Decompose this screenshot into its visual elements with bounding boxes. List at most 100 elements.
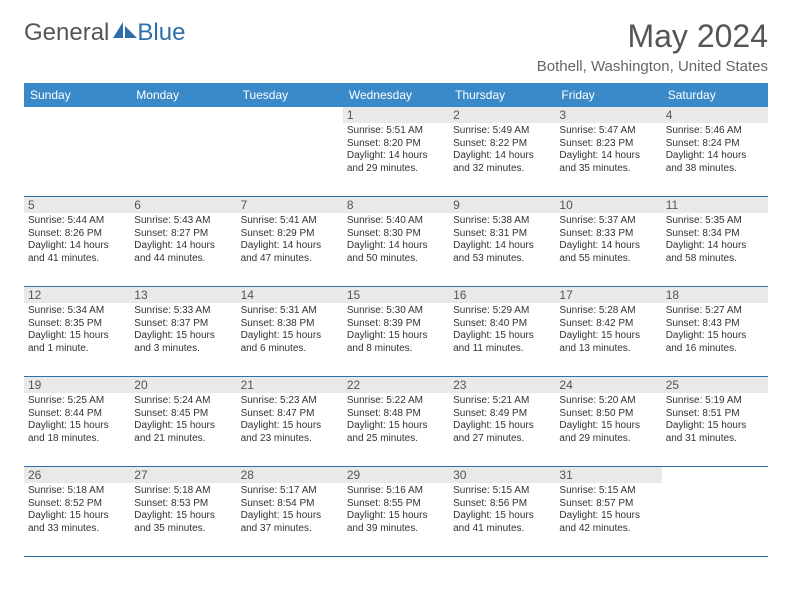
day-details: Sunrise: 5:18 AMSunset: 8:52 PMDaylight:… xyxy=(28,485,126,535)
day-details: Sunrise: 5:20 AMSunset: 8:50 PMDaylight:… xyxy=(559,395,657,445)
day-cell-12: 12Sunrise: 5:34 AMSunset: 8:35 PMDayligh… xyxy=(24,287,130,377)
day-cell-6: 6 Sunrise: 5:43 AMSunset: 8:27 PMDaylight… xyxy=(130,197,236,287)
day-number: 20 xyxy=(130,377,236,393)
day-cell-22: 22 Sunrise: 5:22 AMSunset: 8:48 PMDayligh… xyxy=(343,377,449,467)
day-number: 30 xyxy=(449,467,555,483)
day-details: Sunrise: 5:30 AMSunset: 8:39 PMDaylight:… xyxy=(347,305,445,355)
day-details: Sunrise: 5:21 AMSunset: 8:49 PMDaylight:… xyxy=(453,395,551,445)
week-row: 12Sunrise: 5:34 AMSunset: 8:35 PMDayligh… xyxy=(24,287,768,377)
day-number: 24 xyxy=(555,377,661,393)
day-details: Sunrise: 5:44 AMSunset: 8:26 PMDaylight:… xyxy=(28,215,126,265)
day-cell-13: 13 Sunrise: 5:33 AMSunset: 8:37 PMDayligh… xyxy=(130,287,236,377)
weekday-monday: Monday xyxy=(130,83,236,107)
day-details: Sunrise: 5:23 AMSunset: 8:47 PMDaylight:… xyxy=(241,395,339,445)
day-number: 28 xyxy=(237,467,343,483)
day-details: Sunrise: 5:19 AMSunset: 8:51 PMDaylight:… xyxy=(666,395,764,445)
day-details: Sunrise: 5:43 AMSunset: 8:27 PMDaylight:… xyxy=(134,215,232,265)
day-cell-21: 21 Sunrise: 5:23 AMSunset: 8:47 PMDayligh… xyxy=(237,377,343,467)
page-title: May 2024 xyxy=(537,20,768,52)
day-number: 18 xyxy=(662,287,768,303)
day-cell-17: 17 Sunrise: 5:28 AMSunset: 8:42 PMDayligh… xyxy=(555,287,661,377)
location-text: Bothell, Washington, United States xyxy=(537,58,768,75)
day-number: 4 xyxy=(662,107,768,123)
day-number: 19 xyxy=(24,377,130,393)
day-cell-4: 4 Sunrise: 5:46 AMSunset: 8:24 PMDaylight… xyxy=(662,107,768,197)
day-details: Sunrise: 5:18 AMSunset: 8:53 PMDaylight:… xyxy=(134,485,232,535)
day-number: 1 xyxy=(343,107,449,123)
day-cell-15: 15 Sunrise: 5:30 AMSunset: 8:39 PMDayligh… xyxy=(343,287,449,377)
day-number: 6 xyxy=(130,197,236,213)
day-number: 23 xyxy=(449,377,555,393)
day-number: 25 xyxy=(662,377,768,393)
day-details: Sunrise: 5:49 AMSunset: 8:22 PMDaylight:… xyxy=(453,125,551,175)
day-cell-11: 11Sunrise: 5:35 AMSunset: 8:34 PMDayligh… xyxy=(662,197,768,287)
day-cell-7: 7Sunrise: 5:41 AMSunset: 8:29 PMDaylight… xyxy=(237,197,343,287)
weekday-sunday: Sunday xyxy=(24,83,130,107)
day-cell-3: 3 Sunrise: 5:47 AMSunset: 8:23 PMDaylight… xyxy=(555,107,661,197)
day-details: Sunrise: 5:40 AMSunset: 8:30 PMDaylight:… xyxy=(347,215,445,265)
empty-cell xyxy=(662,467,768,557)
empty-cell xyxy=(130,107,236,197)
logo-text-1: General xyxy=(24,21,109,45)
header-right: May 2024 Bothell, Washington, United Sta… xyxy=(537,20,768,75)
day-number: 8 xyxy=(343,197,449,213)
week-row: 19 Sunrise: 5:25 AMSunset: 8:44 PMDayligh… xyxy=(24,377,768,467)
day-cell-20: 20 Sunrise: 5:24 AMSunset: 8:45 PMDayligh… xyxy=(130,377,236,467)
day-cell-9: 9 Sunrise: 5:38 AMSunset: 8:31 PMDaylight… xyxy=(449,197,555,287)
day-cell-16: 16 Sunrise: 5:29 AMSunset: 8:40 PMDayligh… xyxy=(449,287,555,377)
day-number: 17 xyxy=(555,287,661,303)
day-number: 5 xyxy=(24,197,130,213)
logo-sail-icon xyxy=(113,20,137,45)
day-details: Sunrise: 5:22 AMSunset: 8:48 PMDaylight:… xyxy=(347,395,445,445)
day-number: 26 xyxy=(24,467,130,483)
day-cell-24: 24 Sunrise: 5:20 AMSunset: 8:50 PMDayligh… xyxy=(555,377,661,467)
day-number: 2 xyxy=(449,107,555,123)
day-number: 15 xyxy=(343,287,449,303)
day-number: 21 xyxy=(237,377,343,393)
day-details: Sunrise: 5:47 AMSunset: 8:23 PMDaylight:… xyxy=(559,125,657,175)
day-details: Sunrise: 5:33 AMSunset: 8:37 PMDaylight:… xyxy=(134,305,232,355)
day-cell-29: 29 Sunrise: 5:16 AMSunset: 8:55 PMDayligh… xyxy=(343,467,449,557)
day-details: Sunrise: 5:37 AMSunset: 8:33 PMDaylight:… xyxy=(559,215,657,265)
empty-cell xyxy=(24,107,130,197)
day-cell-25: 25 Sunrise: 5:19 AMSunset: 8:51 PMDayligh… xyxy=(662,377,768,467)
day-number: 9 xyxy=(449,197,555,213)
day-cell-28: 28 Sunrise: 5:17 AMSunset: 8:54 PMDayligh… xyxy=(237,467,343,557)
day-cell-10: 10 Sunrise: 5:37 AMSunset: 8:33 PMDayligh… xyxy=(555,197,661,287)
day-details: Sunrise: 5:46 AMSunset: 8:24 PMDaylight:… xyxy=(666,125,764,175)
week-row: 26 Sunrise: 5:18 AMSunset: 8:52 PMDayligh… xyxy=(24,467,768,557)
day-details: Sunrise: 5:51 AMSunset: 8:20 PMDaylight:… xyxy=(347,125,445,175)
day-details: Sunrise: 5:24 AMSunset: 8:45 PMDaylight:… xyxy=(134,395,232,445)
day-details: Sunrise: 5:35 AMSunset: 8:34 PMDaylight:… xyxy=(666,215,764,265)
weekday-friday: Friday xyxy=(555,83,661,107)
day-details: Sunrise: 5:15 AMSunset: 8:56 PMDaylight:… xyxy=(453,485,551,535)
day-cell-26: 26 Sunrise: 5:18 AMSunset: 8:52 PMDayligh… xyxy=(24,467,130,557)
day-details: Sunrise: 5:28 AMSunset: 8:42 PMDaylight:… xyxy=(559,305,657,355)
weekday-thursday: Thursday xyxy=(449,83,555,107)
weekday-wednesday: Wednesday xyxy=(343,83,449,107)
day-details: Sunrise: 5:41 AMSunset: 8:29 PMDaylight:… xyxy=(241,215,339,265)
day-cell-5: 5 Sunrise: 5:44 AMSunset: 8:26 PMDaylight… xyxy=(24,197,130,287)
day-number: 16 xyxy=(449,287,555,303)
logo: General Blue xyxy=(24,20,185,45)
empty-cell xyxy=(237,107,343,197)
day-details: Sunrise: 5:16 AMSunset: 8:55 PMDaylight:… xyxy=(347,485,445,535)
day-details: Sunrise: 5:38 AMSunset: 8:31 PMDaylight:… xyxy=(453,215,551,265)
day-cell-14: 14Sunrise: 5:31 AMSunset: 8:38 PMDayligh… xyxy=(237,287,343,377)
day-details: Sunrise: 5:34 AMSunset: 8:35 PMDaylight:… xyxy=(28,305,126,355)
day-number: 3 xyxy=(555,107,661,123)
day-details: Sunrise: 5:29 AMSunset: 8:40 PMDaylight:… xyxy=(453,305,551,355)
day-number: 13 xyxy=(130,287,236,303)
day-number: 22 xyxy=(343,377,449,393)
day-details: Sunrise: 5:15 AMSunset: 8:57 PMDaylight:… xyxy=(559,485,657,535)
weekday-saturday: Saturday xyxy=(662,83,768,107)
week-row: 5 Sunrise: 5:44 AMSunset: 8:26 PMDaylight… xyxy=(24,197,768,287)
day-cell-23: 23 Sunrise: 5:21 AMSunset: 8:49 PMDayligh… xyxy=(449,377,555,467)
day-details: Sunrise: 5:17 AMSunset: 8:54 PMDaylight:… xyxy=(241,485,339,535)
day-cell-31: 31Sunrise: 5:15 AMSunset: 8:57 PMDayligh… xyxy=(555,467,661,557)
day-number: 27 xyxy=(130,467,236,483)
day-number: 10 xyxy=(555,197,661,213)
day-cell-1: 1 Sunrise: 5:51 AMSunset: 8:20 PMDaylight… xyxy=(343,107,449,197)
day-number: 29 xyxy=(343,467,449,483)
day-details: Sunrise: 5:25 AMSunset: 8:44 PMDaylight:… xyxy=(28,395,126,445)
